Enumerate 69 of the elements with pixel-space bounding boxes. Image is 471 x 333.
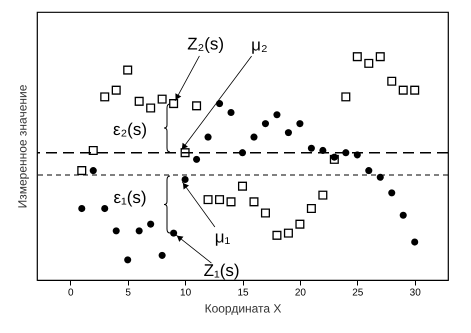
annotation: μ₂ [251,36,268,55]
x-tick-label: 10 [180,288,192,298]
point [100,92,110,102]
x-tick-label: 25 [352,288,364,298]
point [341,92,350,102]
point [215,195,224,204]
x-tick-label: 20 [294,288,306,298]
point [400,212,407,219]
point [227,108,235,116]
point [78,205,86,212]
point [123,66,132,75]
x-tick-label: 15 [237,288,249,298]
point [376,52,385,62]
point [112,86,121,95]
point [158,252,166,259]
annotation: μ₁ [214,228,231,246]
point [216,100,224,108]
x-tick-label: 30 [410,288,422,298]
point [170,230,178,237]
point [192,101,202,110]
point [295,220,304,229]
point [204,134,212,141]
point [136,227,143,234]
point [411,238,418,246]
point [88,146,98,155]
point [330,154,339,164]
point [77,166,86,176]
point [308,144,315,152]
point [365,167,372,174]
point [180,148,190,158]
point [284,129,292,136]
point [112,227,120,234]
point [101,205,108,212]
point [262,120,269,128]
point [296,120,304,128]
point [238,182,248,191]
point [90,167,97,174]
point [204,195,213,204]
point [226,197,236,206]
point [306,204,316,214]
point [352,52,362,62]
x-tick-label: 0 [68,288,74,298]
point [124,256,132,264]
point [158,94,167,104]
point [169,99,178,108]
point [250,134,258,141]
point [272,230,282,240]
point [387,76,396,86]
x-axis-title: Координата X [204,302,282,316]
point [146,104,156,113]
point [249,197,259,206]
point [318,190,328,200]
annotation: ε₂(s) [113,120,147,139]
point [260,208,270,218]
point [182,176,189,184]
point [284,228,293,238]
point [193,156,200,163]
point [388,189,396,196]
y-axis-title: Измеренное значение [16,84,30,208]
point [147,220,154,228]
point [273,111,280,118]
point [410,86,420,95]
point [364,58,374,68]
point [134,96,144,106]
annotation: ε₁(s) [113,188,147,207]
annotation: Z₂(s) [187,34,224,54]
annotation: Z₁(s) [204,261,240,280]
point [398,86,408,95]
x-tick-label: 5 [125,288,132,298]
